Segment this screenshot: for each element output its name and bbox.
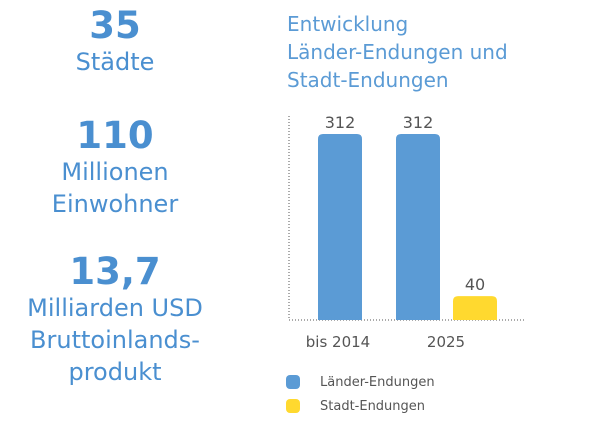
chart-title-line: Länder-Endungen und [287,40,508,64]
stat-label-line: produkt [68,358,162,386]
legend-swatch [286,375,300,389]
chart-title-line: Stadt-Endungen [287,68,449,92]
legend-item: Stadt-Endungen [286,394,536,418]
legend-swatch [286,399,300,413]
category-label: bis 2014 [306,333,370,351]
stat-number: 110 [76,114,154,157]
stat-gdp: 13,7 Milliarden USD Bruttoinlands- produ… [0,252,230,388]
legend-label: Länder-Endungen [320,374,435,390]
stat-population: 110 Millionen Einwohner [0,116,230,220]
legend-label: Stadt-Endungen [320,398,426,414]
category-label: 2025 [427,333,465,351]
data-label: 312 [403,113,434,132]
stat-number: 35 [89,4,141,47]
stat-label-line: Milliarden USD [27,294,203,322]
legend-item: Länder-Endungen [286,370,536,394]
data-label: 312 [325,113,356,132]
chart-title: Entwicklung Länder-Endungen und Stadt-En… [287,10,587,94]
stat-number: 13,7 [69,250,161,293]
chart-legend: Länder-Endungen Stadt-Endungen [286,370,536,418]
chart-title-line: Entwicklung [287,12,409,36]
bar [453,296,497,320]
stat-cities: 35 Städte [0,6,230,78]
data-label: 40 [465,275,485,294]
stat-label-line: Städte [75,48,155,76]
key-figures: 35 Städte 110 Millionen Einwohner 13,7 M… [0,0,230,423]
stat-label-line: Bruttoinlands- [30,326,200,354]
stat-label-line: Millionen [61,158,169,186]
stat-label-line: Einwohner [51,190,179,218]
bar [318,134,362,320]
bar [396,134,440,320]
